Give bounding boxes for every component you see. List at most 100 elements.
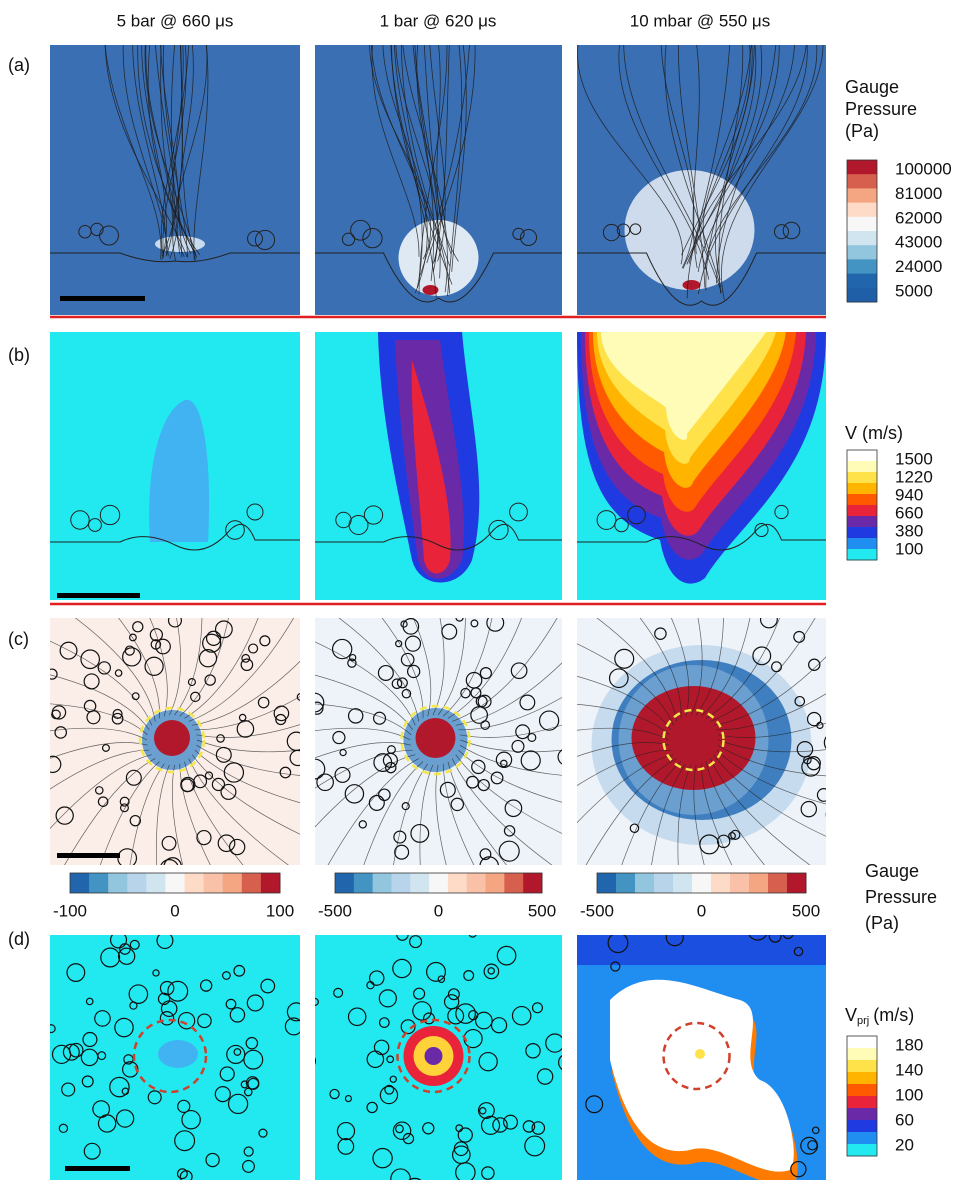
velocity-zone [577,935,826,965]
legend-title-unit: (m/s) [873,1005,914,1025]
column-header: 1 bar @ 620 μs [380,11,497,30]
colorbar-segment [847,245,877,260]
colorbar-segment [692,873,712,893]
scale-bar [57,593,140,598]
colorbar-segment [597,873,617,893]
panel [577,846,826,1184]
particle [826,805,845,824]
colorbar-segment [89,873,109,893]
colorbar-tick-label: 1500 [895,449,933,468]
colorbar-segment [391,873,410,893]
colorbar-tick-label: -100 [53,901,87,920]
pressure-zone [683,280,701,290]
colorbar-segment [673,873,693,893]
colorbar-segment [847,160,877,175]
colorbar-segment [847,1132,877,1145]
colorbar-segment [165,873,185,893]
panel [264,561,624,919]
legend-title: Pressure [865,887,937,907]
colorbar-segment [730,873,750,893]
particle [563,742,578,757]
column-header: 5 bar @ 660 μs [117,11,234,30]
colorbar-segment [787,873,807,893]
particle [32,1053,47,1068]
colorbar-segment [847,1120,877,1133]
pressure-zone [154,720,190,756]
colorbar-segment [467,873,486,893]
colorbar-segment [204,873,224,893]
colorbar-segment [768,873,788,893]
particle [851,751,857,757]
colorbar-segment [223,873,243,893]
colorbar-tick-label: 100000 [895,159,952,178]
colorbar-tick-label: 100 [895,1085,923,1104]
colorbar-segment [847,549,877,561]
colorbar-segment [523,873,542,893]
legend-title-sub: prj [857,1015,869,1027]
colorbar-segment [504,873,523,893]
legend-title: Vprj (m/s) [845,1005,914,1027]
colorbar-segment [847,259,877,274]
panel [50,332,300,600]
panel [32,932,306,1184]
colorbar-tick-label: 24000 [895,257,942,276]
marker-fill [695,1049,705,1059]
legend-title-main: V [845,1005,857,1025]
colorbar-segment [847,203,877,218]
pressure-zone [632,686,756,790]
velocity-zone [425,1047,443,1065]
colorbar-segment [847,461,877,473]
row-label: (d) [8,929,30,949]
colorbar-segment [847,450,877,462]
colorbar-segment [242,873,262,893]
panel [50,45,300,315]
colorbar-segment [373,873,392,893]
particle [846,761,861,776]
legend-title: Pressure [845,99,917,119]
colorbar-segment [146,873,166,893]
colorbar-segment [486,873,505,893]
colorbar-segment [70,873,90,893]
particle [126,598,144,616]
panel [577,332,826,600]
colorbar-segment [847,1108,877,1121]
colorbar-segment [847,1084,877,1097]
colorbar-segment [847,1048,877,1061]
colorbar-segment [847,527,877,539]
pressure-zone [416,718,456,758]
legend-title: V (m/s) [845,423,903,443]
figure: 5 bar @ 660 μs 1 bar @ 620 μs 10 mbar @ … [0,0,967,1184]
colorbar-segment [847,174,877,189]
column-header: 10 mbar @ 550 μs [630,11,770,30]
scale-bar [65,1166,130,1171]
colorbar-segment [847,505,877,517]
colorbar-tick-label: 43000 [895,233,942,252]
panel [522,552,892,919]
particle [646,910,662,926]
colorbar-segment [847,188,877,203]
particle [300,1054,315,1069]
colorbar-tick-label: 1220 [895,467,933,486]
colorbar-segment [108,873,128,893]
panel [315,332,562,600]
panel-bg [50,45,300,315]
colorbar-segment [335,873,354,893]
row-label: (b) [8,345,30,365]
colorbar-segment [847,538,877,550]
colorbar-segment [847,1096,877,1109]
colorbar-tick-label: 660 [895,503,923,522]
colorbar-segment [429,873,448,893]
colorbar-segment [448,873,467,893]
colorbar-segment [847,1072,877,1085]
legend-title: (Pa) [865,913,899,933]
colorbar-segment [711,873,731,893]
colorbar-tick-label: 940 [895,485,923,504]
particle [307,746,316,755]
colorbar-tick-label: 0 [170,901,179,920]
scale-bar [60,296,145,301]
particle [882,759,891,768]
colorbar-segment [261,873,281,893]
colorbar-segment [847,516,877,528]
colorbar-tick-label: -500 [318,901,352,920]
colorbar-segment [410,873,429,893]
